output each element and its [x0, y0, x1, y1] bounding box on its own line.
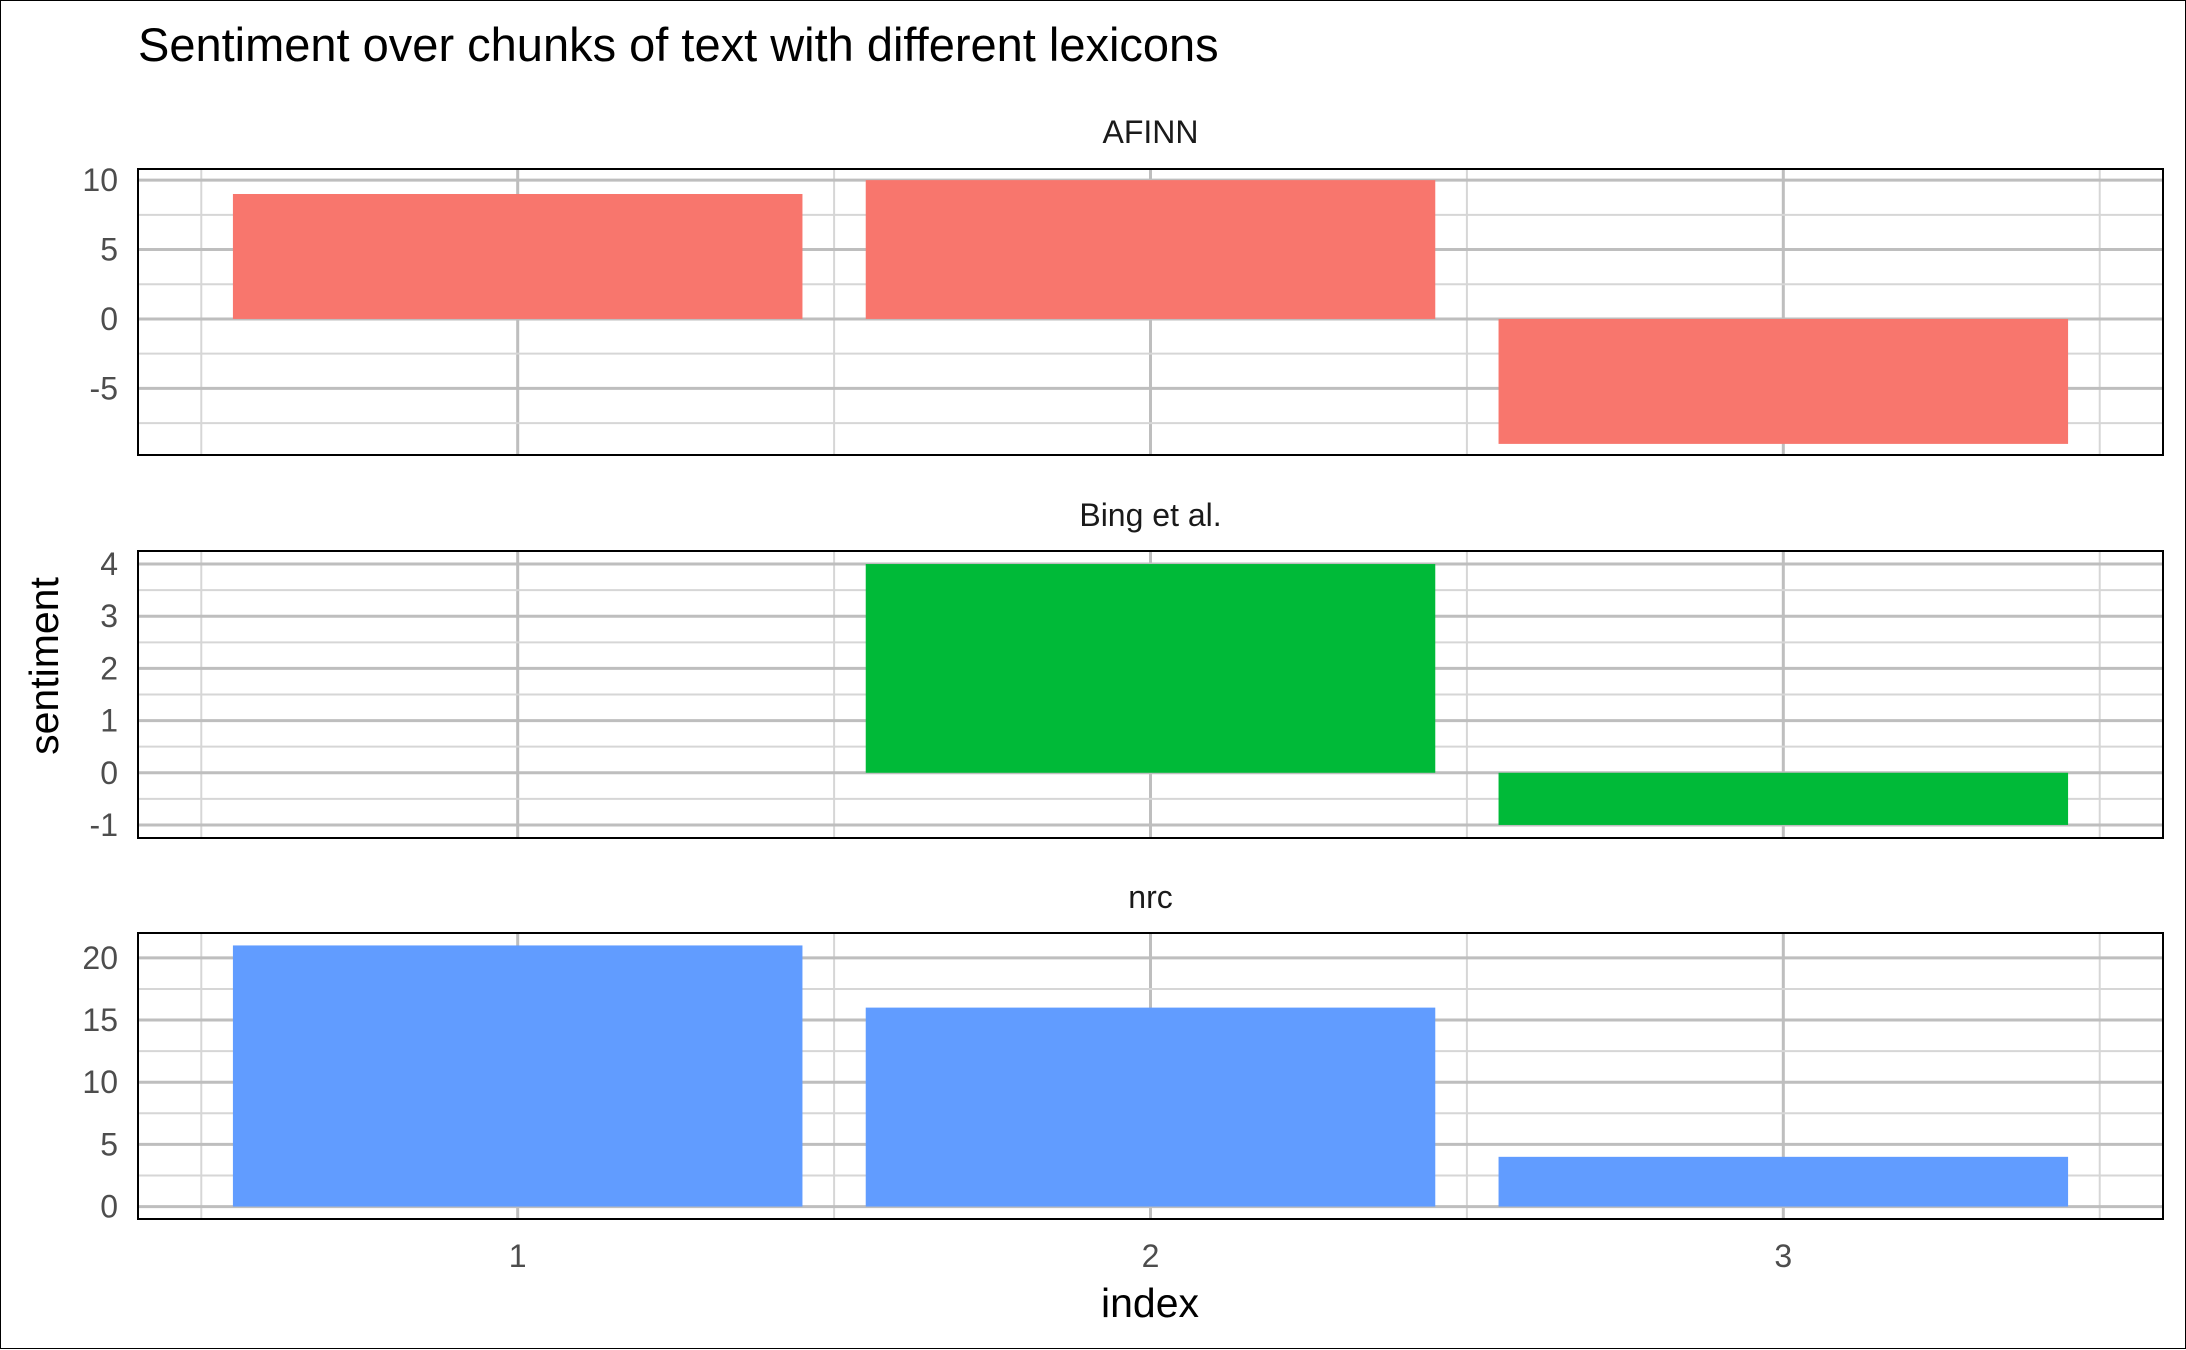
- y-tick-label: 15: [82, 1002, 118, 1038]
- y-tick-label: 0: [100, 755, 118, 791]
- panel-border: [137, 168, 2164, 456]
- y-axis-title: sentiment: [21, 577, 67, 755]
- facet-panel-1: Bing et al. 4 3 2 1 0 -1: [90, 497, 2164, 843]
- bar-afinn-1: [232, 193, 803, 319]
- y-tick-label: -5: [90, 370, 118, 406]
- facet-strip-label: AFINN: [1103, 114, 1199, 150]
- bar-nrc-1: [232, 945, 803, 1207]
- bar-afinn-2: [865, 180, 1436, 319]
- facet-strip-label: Bing et al.: [1079, 497, 1221, 533]
- facet-panel-2: nrc 20 15 10 5 0: [82, 879, 2164, 1225]
- y-tick-label: -1: [90, 807, 118, 843]
- y-tick-label: 20: [82, 940, 118, 976]
- bar-bing-et-al-3: [1498, 772, 2069, 825]
- panel-border: [137, 550, 2164, 839]
- chart-title: Sentiment over chunks of text with diffe…: [138, 18, 1219, 71]
- y-tick-label: 0: [100, 1189, 118, 1225]
- y-tick-label: 4: [100, 546, 118, 582]
- bar-afinn-3: [1498, 318, 2069, 444]
- y-tick-label: 3: [100, 598, 118, 634]
- y-tick-label: 10: [82, 1064, 118, 1100]
- y-tick-label: 5: [100, 232, 118, 268]
- x-tick-label: 1: [509, 1238, 527, 1274]
- bar-nrc-3: [1498, 1156, 2069, 1207]
- y-tick-label: 2: [100, 650, 118, 686]
- facet-panel-0: AFINN 10 5 0 -5: [82, 114, 2164, 456]
- x-tick-label: 2: [1142, 1238, 1160, 1274]
- panel-border: [137, 932, 2164, 1220]
- x-axis-title: index: [1101, 1280, 1200, 1326]
- y-tick-label: 1: [100, 703, 118, 739]
- y-tick-label: 10: [82, 162, 118, 198]
- y-tick-label: 5: [100, 1126, 118, 1162]
- x-tick-label: 3: [1774, 1238, 1792, 1274]
- facet-strip-label: nrc: [1128, 879, 1172, 915]
- bar-bing-et-al-2: [865, 564, 1436, 773]
- bar-nrc-2: [865, 1007, 1436, 1207]
- y-tick-label: 0: [100, 301, 118, 337]
